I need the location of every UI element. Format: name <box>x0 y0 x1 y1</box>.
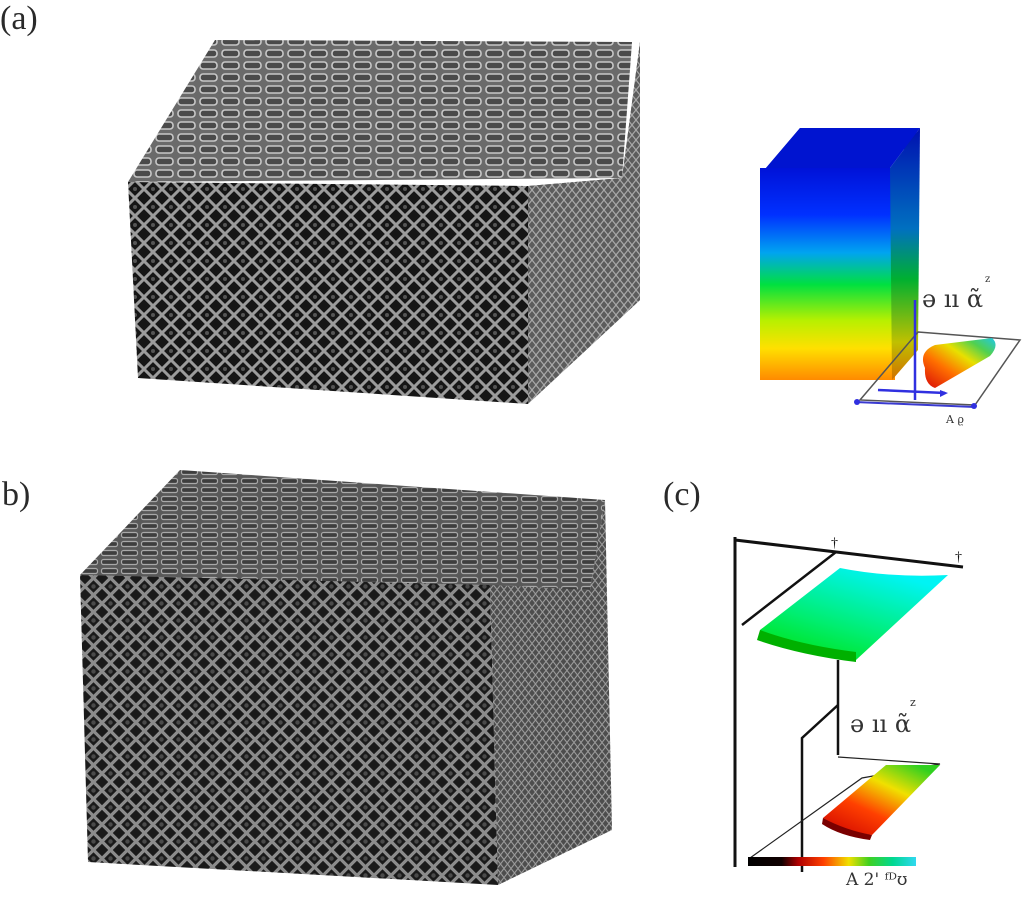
colorbar <box>748 857 916 866</box>
tick-mark-2: † <box>955 550 962 565</box>
annotation-c-sup: z <box>910 696 916 709</box>
upper-slab <box>757 568 948 662</box>
annotation-a-text: ə ıı ᾶ <box>922 285 984 313</box>
panel-label-a: (a) <box>0 0 38 37</box>
annotation-c: ə ıı ᾶ <box>850 710 911 738</box>
panel-label-b: b) <box>2 476 31 513</box>
lattice-block-b-shape <box>80 470 612 885</box>
tick-mark-1: † <box>831 536 838 551</box>
annotation-c-text: ə ıı ᾶ <box>850 710 912 738</box>
inset-axes-a <box>854 300 1022 409</box>
lattice-block-a-shape <box>128 40 640 404</box>
gradient-column <box>760 128 920 380</box>
lower-slab <box>822 765 940 840</box>
colorbar-label: A 2' ᶠᴰʊ <box>846 870 908 890</box>
annotation-a-sup: z <box>985 274 991 285</box>
annotation-a: ə ıı ᾶ <box>922 285 983 313</box>
axis-label-a: A ϱ <box>946 413 964 426</box>
panel-label-c: (c) <box>663 476 701 513</box>
